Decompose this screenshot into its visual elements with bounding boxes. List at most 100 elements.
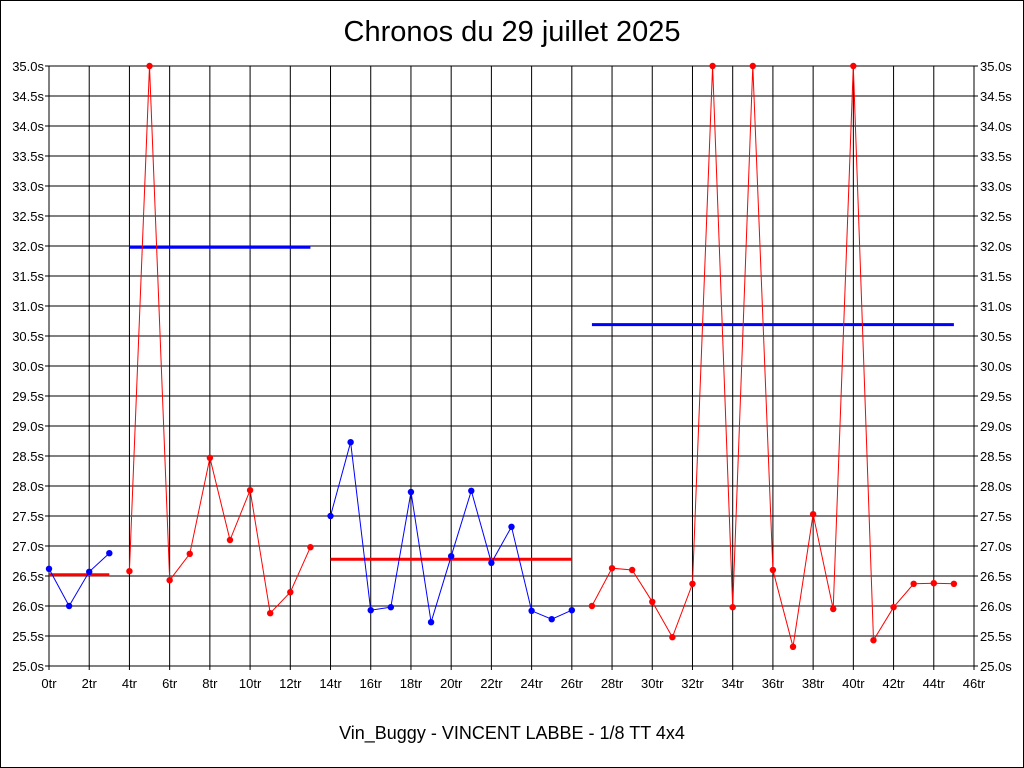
data-point xyxy=(649,598,656,605)
x-tick-label: 28tr xyxy=(601,676,624,691)
x-tick-label: 16tr xyxy=(360,676,383,691)
data-point xyxy=(910,580,917,587)
y-tick-label-right: 25.5s xyxy=(980,629,1012,644)
data-point xyxy=(367,607,374,614)
y-tick-label-right: 26.5s xyxy=(980,569,1012,584)
data-point xyxy=(307,544,314,551)
y-tick-label-left: 26.0s xyxy=(12,599,44,614)
data-point xyxy=(407,488,415,496)
data-point xyxy=(930,580,937,587)
y-tick-label-right: 31.0s xyxy=(980,299,1012,314)
y-tick-label-right: 29.0s xyxy=(980,419,1012,434)
data-point xyxy=(809,511,817,518)
data-point xyxy=(568,607,576,614)
x-tick-label: 22tr xyxy=(480,676,503,691)
y-tick-label-left: 25.0s xyxy=(12,659,44,674)
x-tick-label: 14tr xyxy=(319,676,342,691)
x-tick-label: 4tr xyxy=(122,676,138,691)
y-tick-label-left: 25.5s xyxy=(12,629,44,644)
y-tick-label-right: 29.5s xyxy=(980,389,1012,404)
x-tick-label: 10tr xyxy=(239,676,262,691)
y-tick-label-left: 32.5s xyxy=(12,209,44,224)
data-point xyxy=(588,602,596,610)
data-point xyxy=(427,619,435,626)
x-tick-label: 42tr xyxy=(882,676,905,691)
data-point xyxy=(669,634,676,641)
x-tick-label: 30tr xyxy=(641,676,664,691)
data-point xyxy=(327,512,334,520)
x-tick-label: 20tr xyxy=(440,676,463,691)
y-tick-label-right: 28.5s xyxy=(980,449,1012,464)
data-point xyxy=(709,62,716,70)
data-point xyxy=(830,605,837,613)
x-tick-label: 44tr xyxy=(923,676,946,691)
data-point xyxy=(729,604,736,611)
data-point xyxy=(86,568,93,575)
y-tick-label-right: 32.0s xyxy=(980,239,1012,254)
x-tick-label: 18tr xyxy=(400,676,423,691)
data-point xyxy=(890,604,897,611)
y-tick-label-left: 28.5s xyxy=(12,449,44,464)
y-tick-label-right: 35.0s xyxy=(980,59,1012,74)
x-tick-label: 46tr xyxy=(963,676,986,691)
y-tick-label-left: 27.0s xyxy=(12,539,44,554)
data-point xyxy=(548,616,555,623)
y-tick-label-left: 33.5s xyxy=(12,149,44,164)
data-point xyxy=(468,487,475,494)
data-point xyxy=(206,454,214,461)
data-point xyxy=(447,553,455,560)
y-tick-label-right: 34.5s xyxy=(980,89,1012,104)
y-tick-label-left: 30.5s xyxy=(12,329,44,344)
data-point xyxy=(789,643,797,650)
y-tick-label-left: 31.5s xyxy=(12,269,44,284)
data-point xyxy=(628,566,636,574)
data-point xyxy=(246,487,254,494)
data-point xyxy=(608,565,616,572)
y-tick-label-left: 30.0s xyxy=(12,359,44,374)
y-tick-label-left: 28.0s xyxy=(12,479,44,494)
data-point xyxy=(528,607,535,614)
x-tick-label: 40tr xyxy=(842,676,865,691)
x-tick-label: 8tr xyxy=(202,676,218,691)
x-tick-label: 26tr xyxy=(561,676,584,691)
y-tick-label-left: 29.5s xyxy=(12,389,44,404)
x-tick-label: 2tr xyxy=(82,676,98,691)
y-tick-label-right: 33.0s xyxy=(980,179,1012,194)
y-tick-label-right: 34.0s xyxy=(980,119,1012,134)
y-tick-label-right: 25.0s xyxy=(980,659,1012,674)
data-point xyxy=(106,550,113,557)
y-tick-label-right: 30.5s xyxy=(980,329,1012,344)
y-tick-label-left: 33.0s xyxy=(12,179,44,194)
x-tick-label: 32tr xyxy=(681,676,704,691)
y-tick-label-right: 30.0s xyxy=(980,359,1012,374)
data-point xyxy=(689,580,696,587)
data-point xyxy=(166,577,173,584)
x-tick-label: 34tr xyxy=(721,676,744,691)
y-tick-label-left: 31.0s xyxy=(12,299,44,314)
y-tick-label-left: 34.5s xyxy=(12,89,44,104)
chart-title: Chronos du 29 juillet 2025 xyxy=(343,16,681,48)
data-point xyxy=(287,589,294,596)
series-line xyxy=(128,65,311,615)
x-tick-label: 24tr xyxy=(520,676,543,691)
y-tick-label-right: 31.5s xyxy=(980,269,1012,284)
x-tick-label: 0tr xyxy=(41,676,57,691)
data-point xyxy=(266,610,274,617)
series-line xyxy=(48,552,110,608)
y-tick-label-right: 27.0s xyxy=(980,539,1012,554)
y-tick-label-right: 26.0s xyxy=(980,599,1012,614)
y-tick-label-left: 29.0s xyxy=(12,419,44,434)
x-tick-label: 38tr xyxy=(802,676,825,691)
y-tick-label-left: 34.0s xyxy=(12,119,44,134)
data-point xyxy=(45,565,53,572)
y-tick-label-left: 35.0s xyxy=(12,59,44,74)
x-tick-label: 6tr xyxy=(162,676,178,691)
data-point xyxy=(186,550,193,557)
data-point xyxy=(508,523,515,530)
data-point xyxy=(387,604,395,611)
data-point xyxy=(126,568,133,575)
x-tick-label: 12tr xyxy=(279,676,302,691)
data-point xyxy=(226,536,234,544)
y-tick-label-left: 32.0s xyxy=(12,239,44,254)
